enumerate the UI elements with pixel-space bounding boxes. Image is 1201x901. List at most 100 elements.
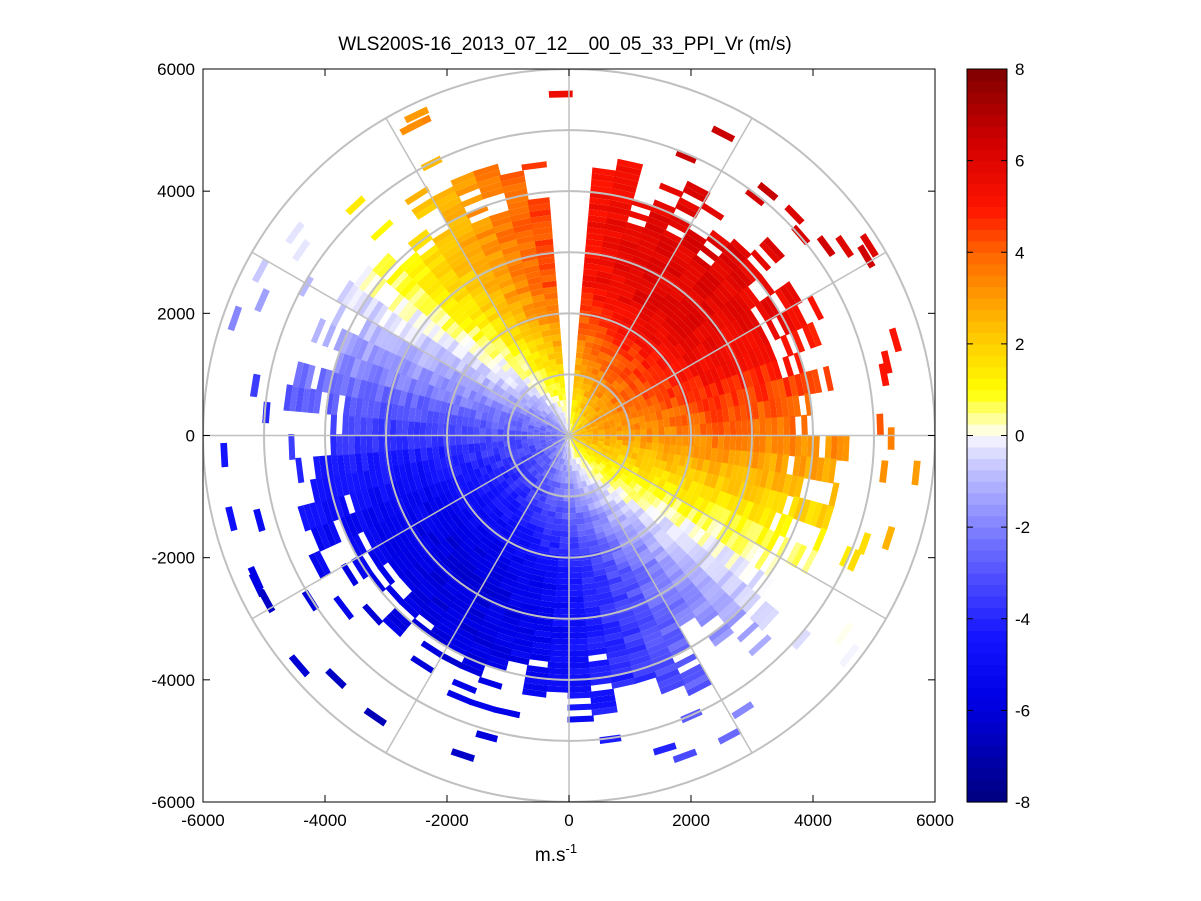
colorbar-swatch — [967, 779, 1007, 792]
velocity-cell — [483, 305, 498, 318]
velocity-cell — [623, 549, 638, 561]
velocity-cell — [646, 596, 665, 610]
velocity-cell — [594, 417, 602, 423]
velocity-cell — [710, 332, 725, 350]
velocity-cell — [573, 381, 579, 389]
velocity-cell — [583, 404, 590, 412]
velocity-cell — [524, 415, 532, 422]
velocity-cell — [220, 442, 229, 468]
velocity-cell — [517, 620, 536, 630]
velocity-cell — [529, 647, 551, 656]
velocity-cell — [545, 392, 552, 400]
velocity-cell — [445, 576, 463, 593]
velocity-cell — [683, 335, 697, 351]
velocity-cell — [572, 476, 578, 484]
velocity-cell — [503, 523, 516, 534]
velocity-cell — [589, 354, 598, 363]
velocity-cell — [625, 528, 638, 540]
velocity-cell — [628, 372, 638, 382]
velocity-cell — [583, 516, 593, 524]
velocity-cell — [661, 298, 678, 313]
velocity-cell — [599, 450, 607, 457]
velocity-cell — [588, 203, 611, 212]
velocity-cell — [579, 427, 586, 432]
velocity-cell — [617, 410, 626, 418]
velocity-cell — [542, 335, 553, 344]
colorbar-swatch — [967, 263, 1007, 276]
velocity-cell — [604, 229, 625, 240]
velocity-cell — [634, 402, 643, 412]
velocity-cell — [451, 596, 471, 612]
velocity-cell — [607, 285, 623, 296]
velocity-cell — [345, 375, 356, 398]
velocity-cell — [811, 368, 823, 394]
velocity-cell — [717, 421, 725, 437]
velocity-cell — [548, 316, 560, 324]
velocity-cell — [467, 325, 482, 339]
velocity-cell — [408, 406, 417, 422]
velocity-cell — [634, 289, 651, 302]
velocity-cell — [792, 455, 802, 478]
velocity-cell — [588, 665, 611, 674]
velocity-cell — [602, 466, 611, 474]
velocity-cell — [518, 388, 527, 398]
velocity-cell — [480, 238, 501, 252]
velocity-cell — [455, 425, 462, 436]
velocity-cell — [601, 447, 609, 454]
velocity-cell — [640, 327, 654, 340]
velocity-cell — [482, 613, 502, 627]
velocity-cell — [605, 462, 613, 471]
velocity-cell — [600, 553, 614, 563]
velocity-cell — [445, 320, 460, 336]
velocity-cell — [535, 464, 543, 473]
colorbar-swatch — [967, 172, 1007, 185]
velocity-cell — [632, 483, 643, 494]
velocity-cell — [604, 428, 611, 433]
velocity-cell — [480, 322, 495, 335]
velocity-cell — [754, 549, 771, 571]
colorbar-swatch — [967, 481, 1007, 494]
velocity-cell — [787, 495, 800, 519]
velocity-cell — [618, 295, 633, 306]
velocity-cell — [651, 606, 671, 621]
velocity-cell — [395, 273, 414, 294]
velocity-cell — [558, 548, 569, 556]
velocity-cell — [505, 294, 521, 306]
velocity-cell — [622, 366, 633, 377]
velocity-cell — [477, 508, 489, 521]
velocity-cell — [622, 494, 633, 505]
velocity-cell — [653, 742, 677, 756]
velocity-cell — [517, 290, 533, 301]
velocity-cell — [575, 352, 584, 359]
velocity-cell — [459, 396, 469, 408]
velocity-cell — [639, 441, 647, 450]
velocity-cell — [348, 415, 355, 436]
velocity-cell — [522, 459, 530, 467]
velocity-cell — [495, 272, 513, 284]
velocity-cell — [523, 469, 531, 478]
velocity-cell — [678, 321, 694, 337]
velocity-cell — [420, 408, 428, 423]
velocity-cell — [617, 565, 633, 577]
velocity-cell — [531, 568, 546, 577]
velocity-cell — [549, 420, 556, 426]
velocity-cell — [417, 351, 430, 368]
velocity-cell — [656, 489, 668, 502]
velocity-cell — [591, 441, 598, 446]
velocity-cell — [552, 427, 559, 432]
velocity-cell — [708, 503, 721, 520]
velocity-cell — [470, 400, 480, 411]
velocity-cell — [577, 422, 583, 428]
velocity-cell — [596, 472, 604, 480]
velocity-cell — [679, 238, 701, 255]
velocity-cell — [692, 412, 700, 426]
velocity-cell — [490, 316, 504, 328]
velocity-cell — [578, 424, 584, 429]
velocity-cell — [741, 435, 749, 453]
velocity-cell — [842, 435, 850, 462]
velocity-cell — [580, 429, 587, 433]
velocity-cell — [780, 397, 790, 418]
velocity-cell — [493, 266, 511, 279]
velocity-cell — [697, 324, 712, 341]
velocity-cell — [744, 543, 761, 564]
